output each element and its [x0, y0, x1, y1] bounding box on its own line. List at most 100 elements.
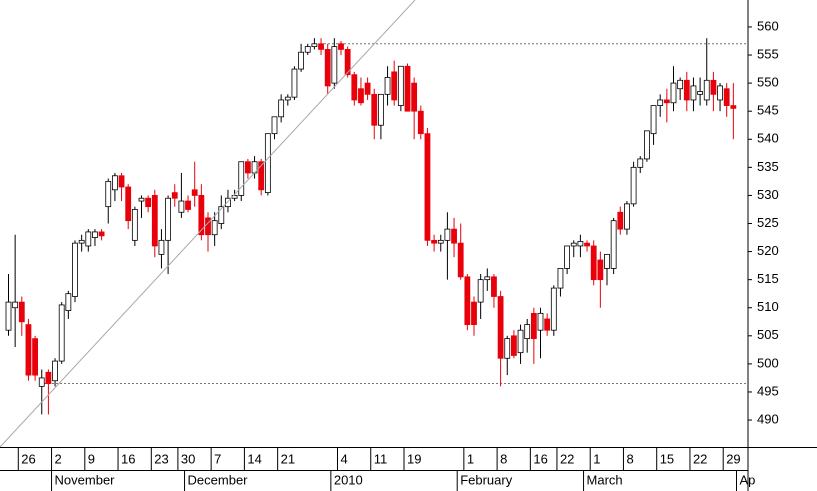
candle-body [138, 197, 145, 202]
y-tick-label: 500 [757, 355, 779, 370]
candle-body [98, 231, 105, 237]
candle-body [338, 43, 344, 50]
candle-body [171, 192, 178, 199]
candle-body [344, 49, 351, 76]
candle-body [225, 197, 231, 208]
candle-body [564, 245, 570, 269]
candle-body [530, 312, 537, 340]
month-label: December [188, 472, 249, 487]
candle-body [384, 77, 391, 95]
candle-body [697, 91, 703, 95]
candle-body [397, 65, 404, 106]
candle-body [391, 71, 398, 101]
candle-body [404, 65, 411, 112]
candle-body [58, 304, 65, 362]
candle-body [663, 99, 670, 104]
candle-body [477, 279, 484, 303]
x-tick-label: 22 [693, 451, 707, 466]
y-tick-label: 490 [757, 411, 779, 426]
candle-body [677, 79, 684, 90]
candle-body [125, 186, 132, 222]
candle-body [577, 241, 584, 247]
candle-body [218, 206, 225, 224]
candle-body [710, 79, 717, 95]
month-label: February [460, 472, 513, 487]
candle-body [570, 242, 577, 247]
candle-body [683, 79, 690, 101]
candle-body [264, 133, 271, 194]
candle-body [45, 371, 52, 384]
x-tick-label: 30 [181, 451, 195, 466]
candle-body [590, 245, 597, 281]
candle-body [25, 324, 32, 376]
candle-body [371, 93, 378, 126]
candle-body [464, 276, 471, 325]
candle-body [504, 338, 511, 359]
candle-body [411, 82, 418, 112]
candle-body [451, 228, 457, 244]
candle-body [278, 99, 285, 118]
candle-body [324, 49, 331, 87]
candle-body [244, 161, 251, 174]
candle-body [650, 105, 657, 135]
y-tick-label: 560 [757, 18, 779, 33]
candle-body [657, 99, 664, 106]
x-tick-label: 23 [154, 451, 168, 466]
month-label: Ap [740, 472, 756, 487]
x-tick-label: 11 [374, 451, 388, 466]
candle-body [32, 338, 38, 376]
candle-body [165, 197, 172, 241]
candle-body [604, 253, 610, 269]
x-tick-label: 4 [341, 451, 348, 466]
candle-body [457, 242, 464, 278]
candle-body [431, 239, 438, 244]
x-tick-label: 15 [660, 451, 674, 466]
candle-body [471, 301, 477, 325]
month-label: March [587, 472, 623, 487]
candle-body [597, 259, 604, 281]
candle-body [723, 88, 730, 106]
y-tick-label: 515 [757, 271, 779, 286]
candle-body [78, 239, 85, 244]
plot-area [5, 38, 748, 415]
candle-body [311, 43, 318, 48]
x-tick-label: 9 [88, 451, 95, 466]
y-tick-label: 530 [757, 187, 779, 202]
candle-body [670, 82, 677, 104]
candle-body [437, 239, 444, 244]
candle-body [92, 231, 98, 238]
candle-body [178, 200, 185, 213]
trend-line [0, 0, 416, 448]
candle-body [644, 130, 650, 160]
candle-body [65, 293, 72, 311]
candle-body [417, 110, 424, 135]
y-tick-label: 540 [757, 131, 779, 146]
candle-body [298, 51, 305, 70]
candle-body [318, 43, 324, 50]
candle-body [105, 180, 112, 208]
candle-body [637, 158, 644, 168]
candle-body [131, 209, 138, 241]
candle-body [730, 105, 737, 109]
x-tick-label: 19 [407, 451, 421, 466]
candle-body [537, 312, 544, 331]
candle-body [510, 335, 517, 356]
candle-body [5, 301, 12, 331]
candle-body [517, 329, 524, 354]
x-tick-label: 16 [121, 451, 135, 466]
candle-body [191, 189, 198, 196]
candle-body [18, 301, 25, 323]
candle-body [624, 203, 630, 230]
month-label: November [55, 472, 116, 487]
candle-body [550, 287, 557, 331]
candle-body [351, 74, 358, 101]
y-tick-label: 525 [757, 215, 779, 230]
candle-body [484, 276, 491, 281]
candle-body [444, 228, 451, 241]
x-tick-label: 1 [467, 451, 474, 466]
candle-body [258, 161, 265, 191]
candle-body [717, 85, 723, 101]
candle-body [238, 161, 245, 196]
candle-body [284, 96, 291, 101]
